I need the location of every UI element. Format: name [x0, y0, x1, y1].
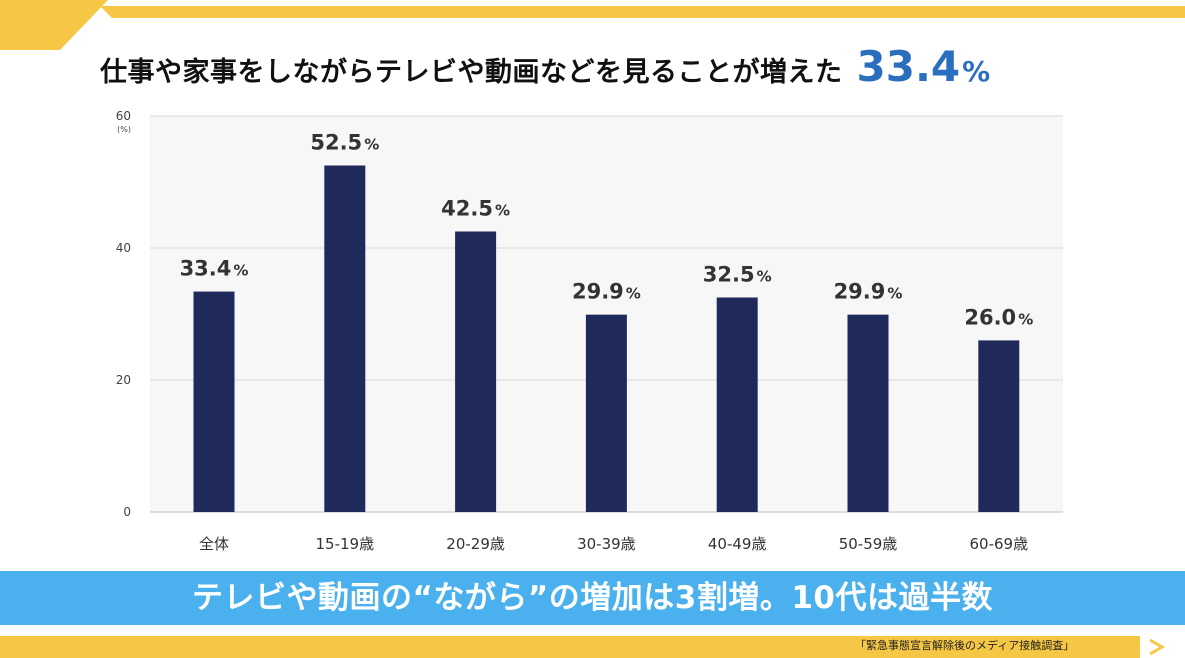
headline-text: 仕事や家事をしながらテレビや動画などを見ることが増えた [100, 57, 843, 88]
bar-value-number: 26.0 [964, 305, 1016, 329]
bar-value-number: 42.5 [441, 197, 493, 221]
bar-value-number: 29.9 [572, 280, 624, 304]
bar-chart: 0 20 40 60 (%) 33.4 % 全体 52.5 % 15-19歳 42.5 % 20-29歳… [116, 109, 1063, 553]
bar-value-unit: % [495, 202, 510, 220]
bar [455, 231, 497, 512]
bar [716, 297, 758, 512]
x-tick-label: 60-69歳 [970, 535, 1029, 553]
top-accent-wedge [0, 0, 108, 50]
bar-value-number: 29.9 [834, 280, 886, 304]
x-tick-label: 30-39歳 [577, 535, 636, 553]
bottom-accent-band [0, 636, 1165, 658]
bar [585, 314, 627, 512]
y-tick-label: 20 [116, 373, 131, 387]
source-note: 「緊急事態宣言解除後のメディア接触調査」 [855, 639, 1075, 652]
headline: 仕事や家事をしながらテレビや動画などを見ることが増えた 33.4 % [100, 42, 990, 98]
top-accent-bar [100, 6, 1185, 18]
headline-value: 33.4 [856, 42, 961, 91]
bar [978, 340, 1020, 512]
headline-unit: % [962, 55, 991, 88]
bar-value-number: 32.5 [703, 263, 755, 287]
bar-value-unit: % [364, 136, 379, 154]
summary-banner: テレビや動画の“ながら”の増加は3割増。10代は過半数 [0, 571, 1185, 625]
y-tick-label: 60 [116, 109, 131, 123]
bar-value-unit: % [233, 262, 248, 280]
x-tick-label: 20-29歳 [446, 535, 505, 553]
bar [847, 314, 889, 512]
bar-value-unit: % [887, 285, 902, 303]
bar [324, 165, 366, 512]
y-axis-unit: (%) [117, 125, 131, 134]
bar [193, 291, 235, 512]
y-tick-label: 0 [123, 505, 131, 519]
x-tick-label: 15-19歳 [316, 535, 375, 553]
bottom-accent-bar [0, 636, 1140, 658]
bar-value-unit: % [626, 285, 641, 303]
bar-value-unit: % [1018, 310, 1033, 328]
bar-value-label: 32.5% [703, 263, 772, 287]
x-tick-label: 全体 [199, 535, 229, 553]
bar-value-number: 33.4 [180, 257, 232, 281]
bottom-chevron-icon [1149, 638, 1165, 656]
bar-value-label: 33.4% [180, 257, 249, 281]
x-tick-label: 40-49歳 [708, 535, 767, 553]
top-accent-band [0, 0, 1185, 50]
bar-value-label: 26.0% [964, 305, 1033, 329]
bar-value-label: 29.9% [834, 280, 903, 304]
bar-value-label: 42.5% [441, 197, 510, 221]
bar-value-number: 52.5 [310, 131, 362, 155]
bar-value-unit: % [757, 268, 772, 286]
bar-value-label: 52.5% [310, 131, 379, 155]
x-tick-label: 50-59歳 [839, 535, 898, 553]
y-tick-label: 40 [116, 241, 131, 255]
bar-value-label: 29.9% [572, 280, 641, 304]
